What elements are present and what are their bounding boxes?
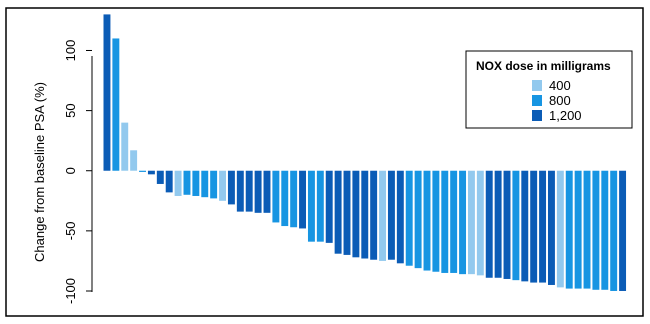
bar (370, 170, 378, 260)
bar (601, 170, 609, 290)
bar (254, 170, 262, 213)
bar (263, 170, 271, 213)
bar (219, 170, 226, 201)
bars (103, 14, 627, 291)
bar (112, 38, 120, 171)
bar (432, 170, 440, 272)
y-tick-label: -50 (63, 221, 78, 240)
y-tick-label: -100 (63, 278, 78, 304)
legend-label: 800 (549, 93, 571, 108)
bar (361, 170, 369, 259)
bar (272, 170, 280, 223)
bar (414, 170, 422, 269)
bar (103, 14, 111, 171)
bar (441, 170, 449, 273)
bar (521, 170, 529, 282)
legend-box (465, 50, 633, 129)
bar (307, 170, 315, 242)
bar (290, 170, 298, 228)
bar (387, 170, 395, 260)
y-axis-title: Change from baseline PSA (%) (32, 82, 47, 262)
bar (343, 170, 351, 255)
bar (459, 170, 467, 275)
bar (610, 170, 618, 291)
bar (183, 170, 191, 195)
bar (192, 170, 200, 196)
bar (121, 122, 129, 171)
bar (530, 170, 538, 283)
legend-swatch (532, 80, 542, 91)
bar (565, 170, 573, 289)
legend-title: NOX dose in milligrams (476, 59, 611, 73)
plot-frame (5, 7, 644, 317)
bar (281, 170, 289, 227)
bar (396, 170, 404, 264)
bar (334, 170, 342, 254)
y-tick-label: 50 (63, 103, 78, 117)
bar (227, 170, 235, 205)
y-tick-label: 100 (63, 40, 78, 62)
bar (512, 170, 520, 281)
bar (236, 170, 244, 212)
bar (592, 170, 600, 290)
bar (556, 170, 564, 288)
bar (165, 170, 173, 193)
bar (494, 170, 502, 278)
bar (619, 170, 627, 291)
bar (147, 170, 155, 175)
bar (450, 170, 458, 273)
bar (139, 170, 146, 172)
legend-label: 1,200 (549, 108, 582, 123)
bar (485, 170, 493, 278)
legend-swatch (532, 95, 542, 106)
legend-label: 400 (549, 78, 571, 93)
bar (467, 170, 475, 275)
bar (405, 170, 413, 266)
bar (210, 170, 218, 199)
bar (316, 170, 324, 242)
bar (379, 170, 387, 261)
bar (547, 170, 555, 285)
bar (352, 170, 360, 258)
bar (325, 170, 333, 243)
bar (583, 170, 591, 289)
bar (503, 170, 511, 279)
bar (174, 170, 182, 196)
y-tick-label: 0 (63, 167, 78, 174)
bar (299, 170, 307, 229)
bar (574, 170, 582, 289)
legend-swatch (532, 110, 542, 121)
bar (423, 170, 431, 271)
bar (539, 170, 547, 283)
bar (156, 170, 164, 184)
bar (201, 170, 209, 198)
bar (130, 150, 138, 171)
bar (476, 170, 484, 276)
y-axis: 100 50 0 -50 -100 (63, 40, 93, 304)
bar (245, 170, 253, 212)
